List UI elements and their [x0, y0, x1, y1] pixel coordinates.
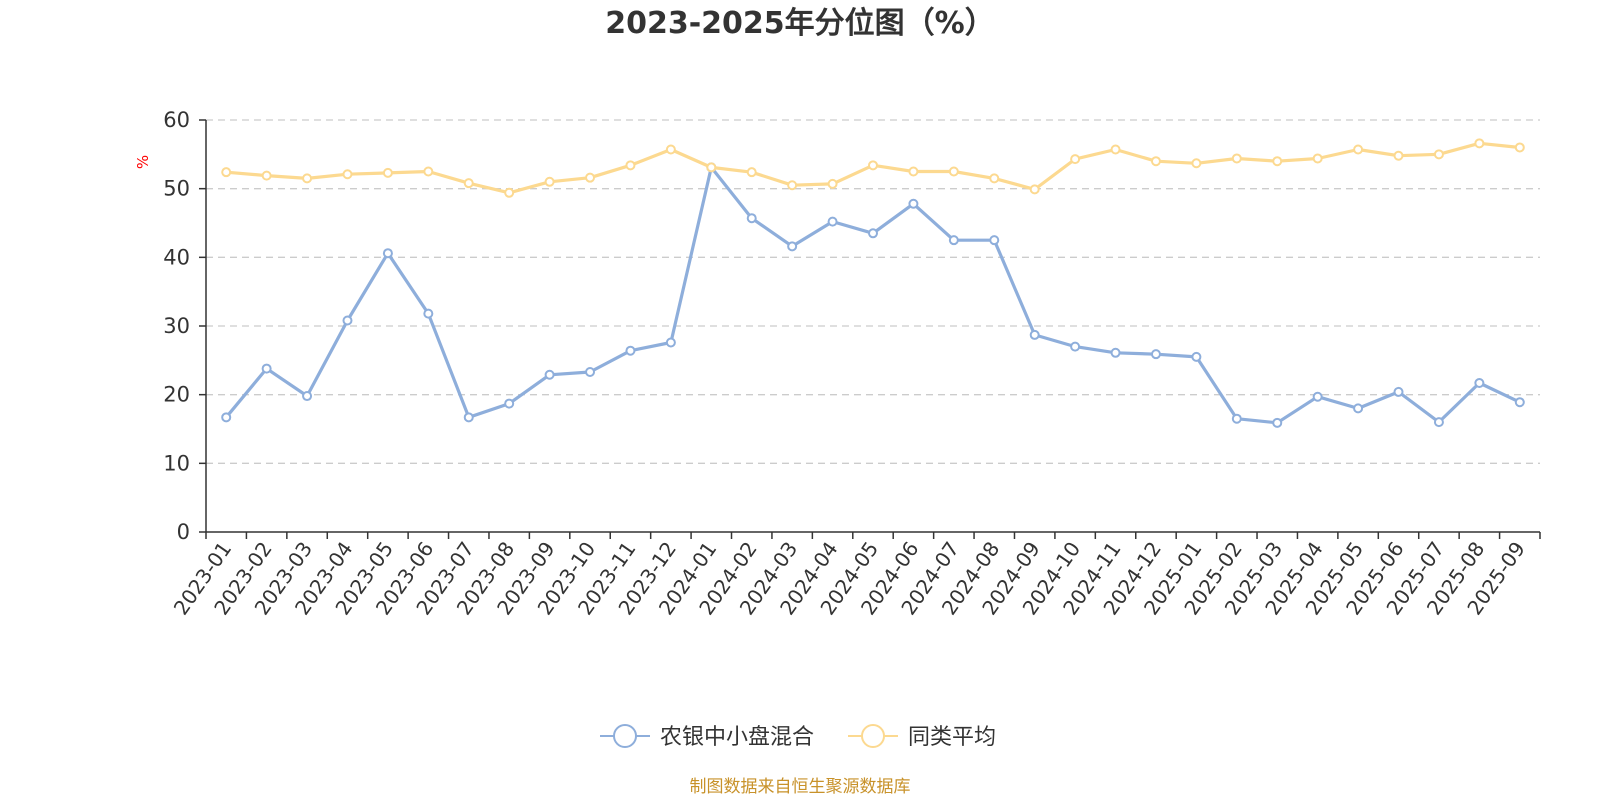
series-1-point [1110, 144, 1121, 155]
series-0-point [665, 337, 676, 348]
series-0-point [382, 248, 393, 259]
series-0-point [1150, 349, 1161, 360]
series-1-point [1353, 144, 1364, 155]
series-0-point [1433, 417, 1444, 428]
legend-item-0[interactable]: 农银中小盘混合 [600, 724, 814, 750]
series-0-point [544, 369, 555, 380]
series-1-point [908, 166, 919, 177]
series-1-point [746, 167, 757, 178]
y-tick-label: 40 [163, 245, 190, 269]
series-0-point [908, 198, 919, 209]
series-1-point [302, 173, 313, 184]
series-1-point [382, 167, 393, 178]
series-line-0 [224, 165, 1521, 425]
series-0-point [504, 398, 515, 409]
series-0-point [463, 412, 474, 423]
chart-title: 2023-2025年分位图（%） [605, 6, 995, 41]
series-1-point [423, 166, 434, 177]
series-0-point [221, 412, 232, 423]
series-1-point [868, 160, 878, 171]
series-0-point [342, 315, 353, 326]
grid-layer [206, 119, 1540, 464]
series-0-point [261, 363, 272, 374]
series-1-point [1272, 156, 1283, 167]
series-1-point [1150, 156, 1161, 167]
series-0-point [423, 308, 434, 319]
legend[interactable]: 农银中小盘混合 同类平均 [600, 724, 996, 750]
series-0-point [1231, 413, 1242, 424]
series-0-point [1191, 351, 1202, 362]
series-1-point [544, 176, 555, 187]
series-1-point [1312, 153, 1323, 164]
series-0-point [1514, 397, 1525, 408]
legend-item-1[interactable]: 同类平均 [848, 724, 996, 750]
series-1-point [625, 160, 636, 171]
y-tick-label: 30 [163, 314, 190, 338]
series-1-point [1029, 184, 1040, 195]
series-1-point [261, 170, 272, 181]
legend-marker-icon [613, 724, 637, 748]
series-1-point [787, 180, 798, 191]
y-tick-label: 10 [163, 451, 190, 475]
series-0-point [625, 345, 636, 356]
series-0-point [1272, 417, 1283, 428]
series-0-point [1070, 341, 1081, 352]
series-1-point [665, 144, 676, 155]
series-layer [221, 138, 1525, 428]
series-0-point [1029, 329, 1040, 340]
series-0-point [302, 391, 313, 402]
source-note: 制图数据来自恒生聚源数据库 [690, 777, 911, 797]
y-axis-label: % [134, 155, 152, 169]
y-tick-label: 50 [163, 177, 190, 201]
series-1-point [827, 178, 838, 189]
y-tick-label: 0 [177, 520, 190, 544]
series-1-point [504, 187, 515, 198]
series-0-point [1474, 377, 1485, 388]
series-0-point [787, 241, 798, 252]
y-tick-label: 60 [163, 108, 190, 132]
series-1-point [1474, 138, 1485, 149]
series-0-point [868, 228, 878, 239]
series-1-point [1514, 142, 1525, 153]
series-0-point [1110, 347, 1121, 358]
series-1-point [1191, 158, 1202, 169]
series-1-point [1433, 149, 1444, 160]
series-0-point [827, 216, 838, 227]
series-0-point [746, 213, 757, 224]
legend-marker-icon [861, 724, 885, 748]
axis-layer: 01020304050602023-012023-022023-032023-0… [163, 108, 1541, 619]
series-0-point [585, 367, 596, 378]
series-1-point [706, 162, 717, 173]
y-tick-label: 20 [163, 383, 190, 407]
legend-label: 同类平均 [908, 725, 996, 750]
series-1-point [342, 169, 353, 180]
series-1-point [1070, 154, 1081, 165]
series-0-point [1353, 403, 1364, 414]
series-0-point [989, 235, 1000, 246]
series-1-point [1231, 153, 1242, 164]
series-1-point [1393, 150, 1404, 161]
series-0-point [1312, 391, 1323, 402]
legend-label: 农银中小盘混合 [660, 725, 814, 750]
series-1-point [989, 173, 1000, 184]
series-1-point [221, 167, 232, 178]
series-0-point [948, 235, 959, 246]
series-1-point [585, 172, 596, 183]
series-1-point [463, 178, 474, 189]
series-1-point [948, 166, 959, 177]
series-0-point [1393, 386, 1404, 397]
